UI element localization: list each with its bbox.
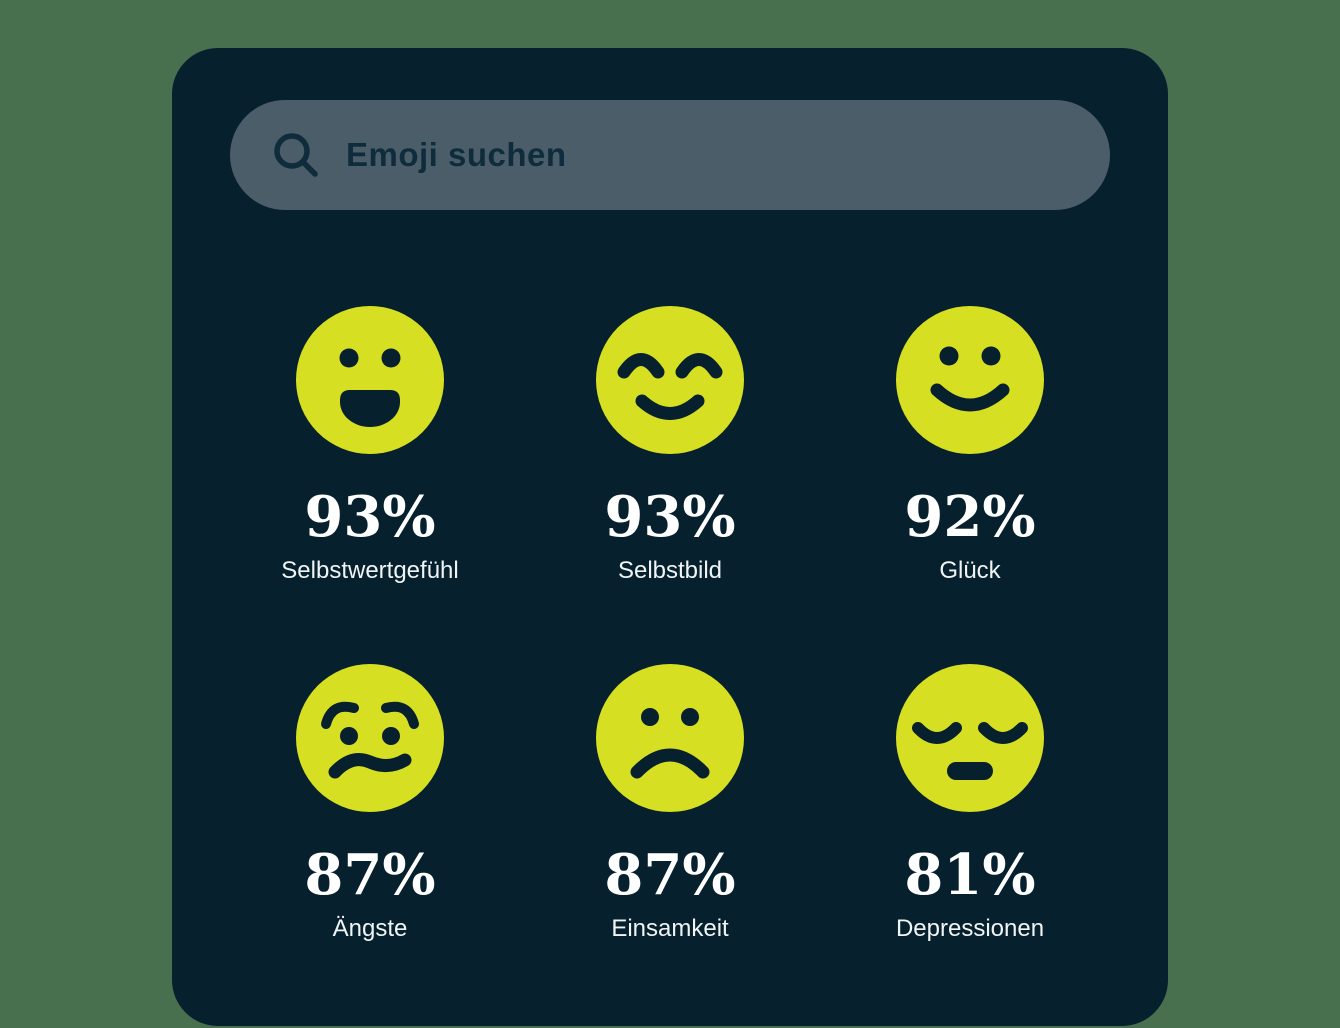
relieved-smiling-face-icon	[596, 306, 744, 454]
stat-percent: 93%	[604, 484, 736, 550]
worried-face-icon	[296, 663, 444, 812]
stat-percent: 87%	[604, 841, 736, 908]
stat-label: Ängste	[332, 914, 408, 942]
stat-label: Selbstwertgefühl	[281, 557, 459, 584]
frowning-face-icon	[596, 663, 744, 812]
pensive-face-icon	[896, 663, 1044, 812]
stat-label: Selbstbild	[617, 557, 723, 584]
stat-card-depressionen[interactable]: 81% Depressionen	[820, 663, 1120, 944]
stat-card-selbstbild[interactable]: 93% Selbstbild	[520, 306, 820, 586]
stat-label: Glück	[939, 557, 1001, 584]
stat-label: Einsamkeit	[611, 914, 729, 942]
stat-percent: 93%	[304, 484, 436, 550]
stat-card-selbstwertgefuehl[interactable]: 93% Selbstwertgefühl	[220, 306, 520, 586]
search-input[interactable]	[346, 136, 1070, 174]
stat-label: Depressionen	[895, 914, 1045, 942]
stat-card-aengste[interactable]: 87% Ängste	[220, 663, 520, 944]
stat-percent: 81%	[904, 841, 1036, 908]
grinning-face-icon	[296, 306, 444, 454]
emoji-stats-card: 93% Selbstwertgefühl 93% Selbstbild 92% …	[172, 48, 1168, 1026]
stat-card-glueck[interactable]: 92% Glück	[820, 306, 1120, 586]
stat-percent: 92%	[904, 484, 1036, 550]
stat-percent: 87%	[304, 841, 436, 908]
stats-grid: 93% Selbstwertgefühl 93% Selbstbild 92% …	[172, 306, 1168, 944]
search-icon	[274, 133, 318, 177]
stat-card-einsamkeit[interactable]: 87% Einsamkeit	[520, 663, 820, 944]
search-bar[interactable]	[230, 100, 1110, 210]
smiling-face-icon	[896, 306, 1044, 454]
